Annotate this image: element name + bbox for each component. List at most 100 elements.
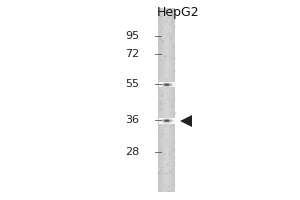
Text: 95: 95: [125, 31, 140, 41]
Bar: [167, 8, 168, 192]
Bar: [167, 120, 168, 121]
Bar: [172, 86, 173, 87]
Bar: [169, 121, 170, 122]
Bar: [160, 120, 161, 121]
Bar: [173, 85, 175, 86]
Bar: [172, 122, 173, 123]
Bar: [174, 119, 175, 120]
Bar: [162, 118, 163, 119]
Bar: [169, 85, 170, 86]
Bar: [174, 121, 175, 122]
Bar: [160, 86, 161, 87]
Bar: [169, 83, 170, 84]
Bar: [173, 119, 175, 120]
Bar: [173, 85, 174, 86]
Bar: [164, 118, 166, 119]
Polygon shape: [180, 115, 192, 127]
Bar: [164, 83, 166, 84]
Bar: [163, 121, 164, 122]
Bar: [174, 86, 175, 87]
Bar: [170, 86, 171, 87]
Bar: [164, 119, 166, 120]
Bar: [164, 119, 165, 120]
Bar: [165, 119, 166, 120]
Bar: [160, 8, 161, 192]
Bar: [159, 8, 160, 192]
Bar: [163, 119, 164, 120]
Bar: [167, 82, 168, 83]
Bar: [164, 84, 165, 85]
Bar: [169, 121, 170, 122]
Bar: [159, 120, 160, 121]
Bar: [168, 121, 169, 122]
Bar: [174, 8, 175, 192]
Bar: [172, 8, 173, 192]
Bar: [168, 119, 169, 120]
Bar: [166, 119, 167, 120]
Bar: [159, 118, 160, 119]
Bar: [164, 122, 166, 123]
Bar: [165, 122, 166, 123]
Bar: [162, 86, 163, 87]
Bar: [169, 122, 170, 123]
Bar: [167, 84, 168, 85]
Bar: [171, 82, 172, 83]
Bar: [165, 84, 166, 85]
Bar: [160, 122, 161, 123]
Bar: [173, 83, 175, 84]
Bar: [170, 85, 171, 86]
Bar: [169, 84, 170, 85]
Bar: [159, 84, 160, 85]
Bar: [161, 8, 162, 192]
Bar: [160, 120, 161, 121]
Bar: [174, 120, 175, 121]
Bar: [162, 122, 163, 123]
Bar: [173, 118, 175, 119]
Bar: [160, 118, 161, 119]
Bar: [169, 85, 170, 86]
Bar: [165, 119, 166, 120]
Bar: [173, 119, 175, 120]
Bar: [168, 120, 169, 121]
Bar: [173, 122, 174, 123]
Bar: [165, 121, 166, 122]
Bar: [173, 83, 174, 84]
Bar: [166, 118, 167, 119]
Bar: [168, 84, 169, 85]
Text: 55: 55: [125, 79, 140, 89]
Bar: [160, 85, 161, 86]
Bar: [159, 121, 160, 122]
Bar: [171, 85, 172, 86]
Bar: [174, 83, 175, 84]
Bar: [164, 8, 165, 192]
Bar: [160, 82, 161, 83]
Bar: [167, 118, 168, 119]
Bar: [158, 8, 175, 192]
Bar: [163, 118, 164, 119]
Bar: [160, 119, 161, 120]
Bar: [159, 83, 160, 84]
Bar: [166, 85, 167, 86]
Bar: [171, 118, 172, 119]
Bar: [160, 121, 161, 122]
Bar: [164, 121, 166, 122]
Bar: [172, 84, 173, 85]
Bar: [163, 122, 164, 123]
Bar: [163, 86, 164, 87]
Bar: [164, 86, 166, 87]
Bar: [164, 119, 165, 120]
Bar: [160, 85, 161, 86]
Bar: [169, 119, 170, 120]
Bar: [173, 84, 175, 85]
Bar: [168, 119, 169, 120]
Bar: [171, 120, 172, 121]
Bar: [168, 82, 169, 83]
Bar: [162, 8, 163, 192]
Bar: [164, 86, 165, 87]
Bar: [166, 84, 167, 85]
Bar: [169, 119, 170, 120]
Bar: [162, 119, 163, 120]
Bar: [162, 82, 163, 83]
Bar: [170, 83, 171, 84]
Bar: [160, 84, 161, 85]
